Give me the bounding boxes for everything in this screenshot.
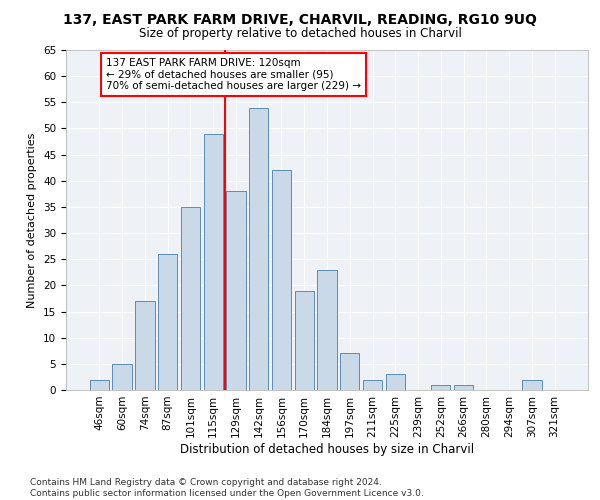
Bar xyxy=(135,301,155,390)
Bar xyxy=(295,290,314,390)
Text: 137 EAST PARK FARM DRIVE: 120sqm
← 29% of detached houses are smaller (95)
70% o: 137 EAST PARK FARM DRIVE: 120sqm ← 29% o… xyxy=(106,58,361,91)
Bar xyxy=(203,134,223,390)
Bar xyxy=(522,380,542,390)
Bar xyxy=(431,385,451,390)
Text: Contains HM Land Registry data © Crown copyright and database right 2024.
Contai: Contains HM Land Registry data © Crown c… xyxy=(30,478,424,498)
Bar xyxy=(386,374,405,390)
Bar xyxy=(112,364,132,390)
X-axis label: Distribution of detached houses by size in Charvil: Distribution of detached houses by size … xyxy=(180,442,474,456)
Bar xyxy=(363,380,382,390)
Bar xyxy=(249,108,268,390)
Text: 137, EAST PARK FARM DRIVE, CHARVIL, READING, RG10 9UQ: 137, EAST PARK FARM DRIVE, CHARVIL, READ… xyxy=(63,12,537,26)
Y-axis label: Number of detached properties: Number of detached properties xyxy=(28,132,37,308)
Bar xyxy=(454,385,473,390)
Bar xyxy=(272,170,291,390)
Bar xyxy=(340,354,359,390)
Bar xyxy=(158,254,178,390)
Bar xyxy=(90,380,109,390)
Text: Size of property relative to detached houses in Charvil: Size of property relative to detached ho… xyxy=(139,28,461,40)
Bar xyxy=(226,191,245,390)
Bar xyxy=(181,207,200,390)
Bar xyxy=(317,270,337,390)
